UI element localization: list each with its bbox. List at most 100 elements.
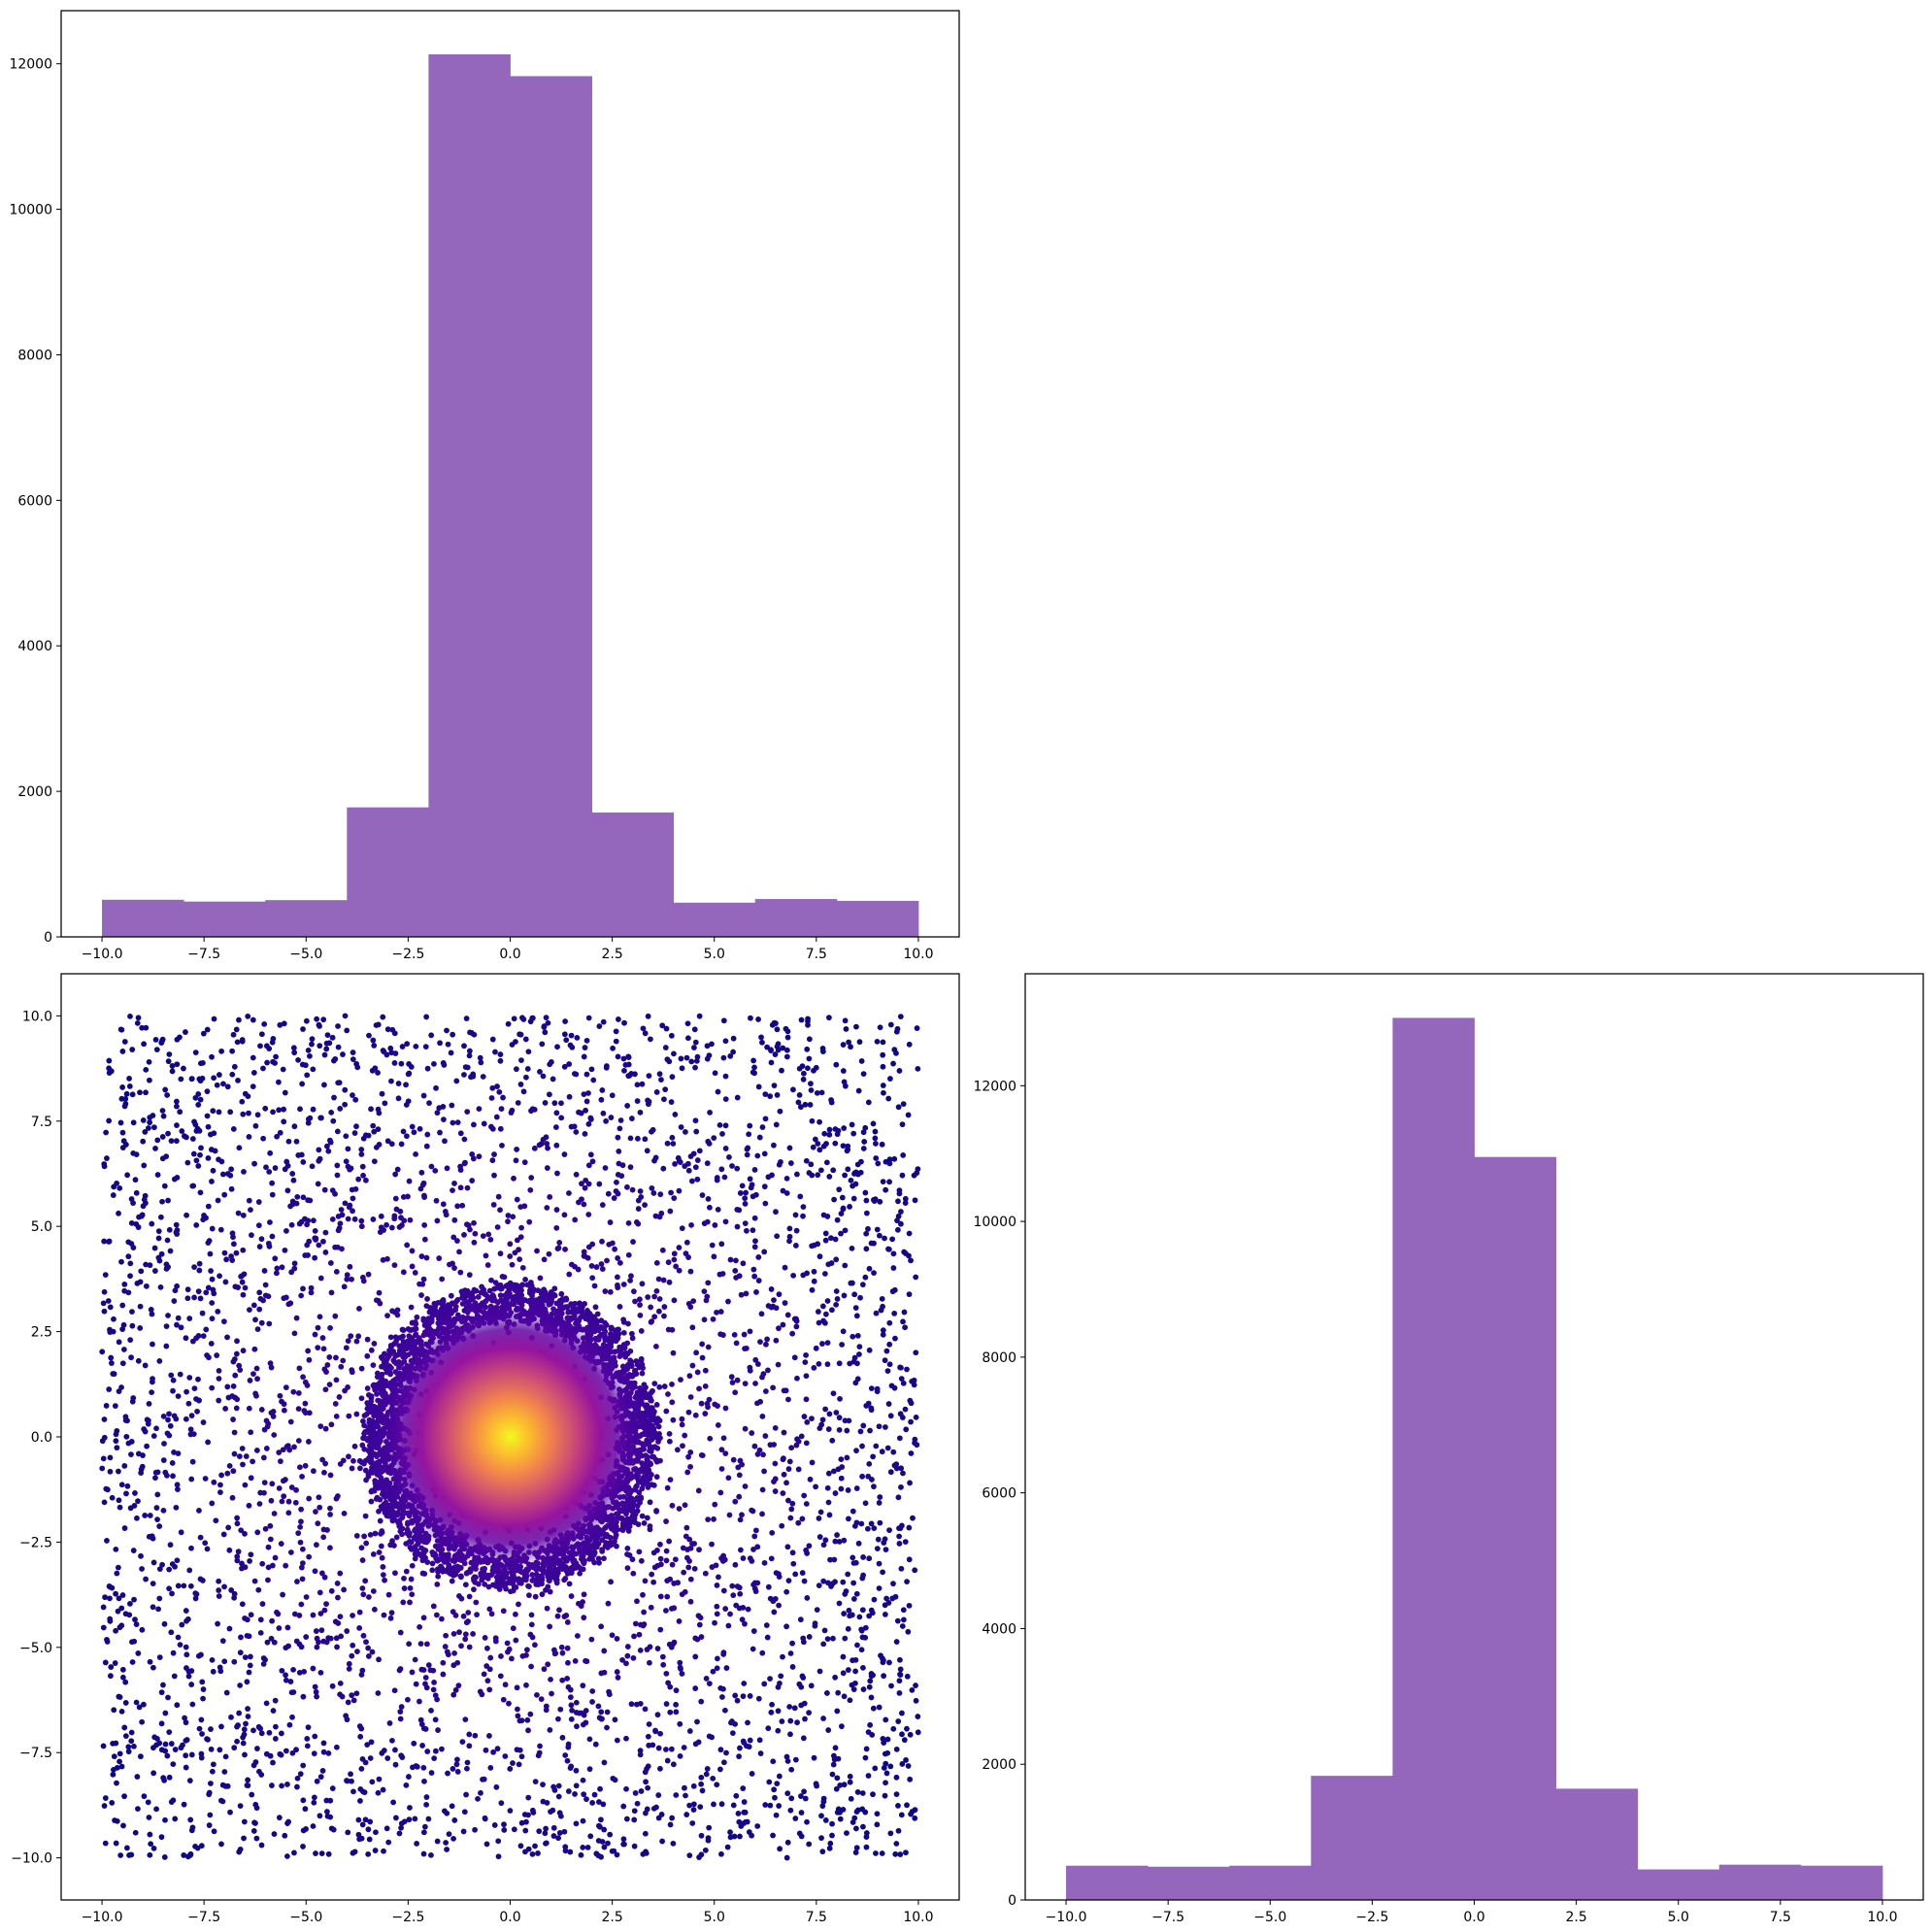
scatter-point bbox=[171, 1449, 177, 1455]
scatter-point bbox=[787, 1650, 794, 1656]
scatter-point bbox=[173, 1221, 180, 1228]
scatter-point bbox=[359, 1821, 366, 1828]
scatter-point bbox=[895, 1494, 902, 1501]
scatter-point bbox=[605, 1600, 612, 1607]
scatter-point bbox=[180, 1742, 185, 1749]
scatter-point bbox=[699, 1452, 706, 1459]
scatter-point bbox=[425, 1815, 432, 1822]
scatter-point bbox=[838, 1230, 844, 1237]
scatter-point bbox=[565, 1741, 572, 1748]
scatter-point bbox=[119, 1129, 126, 1136]
scatter-point bbox=[514, 1237, 520, 1244]
histogram-x-bar bbox=[265, 900, 348, 937]
scatter-point bbox=[607, 1831, 614, 1838]
scatter-point bbox=[146, 1401, 152, 1407]
scatter-point bbox=[588, 1263, 595, 1269]
scatter-point bbox=[385, 1591, 392, 1598]
scatter-point bbox=[568, 1763, 575, 1770]
scatter-point bbox=[793, 1323, 800, 1330]
scatter-point bbox=[317, 1774, 324, 1781]
scatter-point bbox=[316, 1494, 322, 1501]
scatter-point bbox=[598, 1096, 605, 1103]
scatter-point bbox=[737, 1457, 744, 1464]
scatter-point bbox=[511, 1826, 517, 1833]
scatter-point bbox=[209, 1768, 216, 1775]
scatter-point bbox=[806, 1036, 813, 1043]
scatter-point bbox=[539, 1041, 546, 1048]
scatter-point bbox=[177, 1109, 183, 1116]
scatter-point bbox=[271, 1831, 278, 1837]
scatter-point bbox=[670, 1349, 677, 1356]
scatter-point bbox=[240, 1461, 246, 1468]
scatter-point bbox=[789, 1330, 796, 1337]
scatter-point bbox=[242, 1751, 248, 1758]
scatter-point bbox=[875, 1536, 882, 1543]
scatter-point bbox=[158, 1250, 165, 1257]
scatter-point bbox=[332, 1313, 339, 1319]
scatter-point bbox=[687, 1598, 694, 1605]
scatter-point bbox=[790, 1560, 797, 1567]
scatter-point bbox=[401, 1585, 408, 1591]
scatter-point bbox=[392, 1050, 399, 1056]
scatter-point bbox=[170, 1761, 177, 1767]
scatter-point bbox=[336, 1394, 343, 1400]
scatter-point bbox=[706, 1681, 713, 1687]
scatter-point bbox=[284, 1820, 290, 1826]
scatter-point bbox=[235, 1549, 242, 1555]
scatter-point bbox=[409, 1248, 416, 1254]
scatter-point bbox=[251, 1160, 257, 1167]
scatter-point bbox=[698, 1781, 705, 1787]
scatter-point bbox=[816, 1147, 823, 1153]
scatter-point bbox=[238, 1634, 244, 1641]
scatter-point bbox=[239, 1601, 246, 1608]
scatter-point bbox=[163, 1323, 170, 1329]
scatter-point bbox=[782, 1300, 788, 1306]
scatter-point bbox=[411, 1129, 417, 1136]
scatter-point bbox=[188, 1827, 195, 1834]
scatter-point bbox=[420, 1829, 427, 1836]
scatter-point bbox=[234, 1738, 240, 1745]
scatter-point bbox=[580, 1721, 586, 1728]
scatter-point bbox=[806, 1055, 813, 1062]
scatter-point bbox=[450, 1119, 456, 1126]
scatter-point bbox=[424, 1065, 431, 1072]
scatter-point bbox=[771, 1297, 777, 1304]
scatter-point bbox=[193, 1221, 200, 1228]
scatter-point bbox=[733, 1340, 740, 1347]
scatter-point bbox=[388, 1610, 395, 1616]
scatter-point bbox=[911, 1382, 917, 1388]
scatter-point bbox=[245, 1013, 251, 1019]
scatter-point bbox=[353, 1338, 360, 1345]
scatter-point bbox=[791, 1354, 798, 1361]
scatter-point bbox=[291, 1123, 298, 1130]
scatter-point bbox=[384, 1313, 390, 1319]
scatter-point bbox=[698, 1851, 705, 1858]
scatter-point bbox=[528, 1621, 535, 1628]
scatter-point bbox=[305, 1047, 312, 1053]
scatter-point bbox=[462, 1716, 469, 1723]
scatter-point bbox=[740, 1820, 747, 1827]
scatter-point bbox=[332, 1401, 339, 1407]
scatter-point bbox=[284, 1443, 291, 1449]
scatter-point bbox=[102, 1795, 109, 1801]
scatter-point bbox=[545, 1145, 550, 1151]
scatter-point bbox=[624, 1551, 630, 1557]
scatter-point bbox=[779, 1067, 784, 1074]
scatter-point bbox=[673, 1701, 680, 1708]
scatter-point bbox=[132, 1177, 139, 1183]
histogram-x-frame bbox=[60, 10, 960, 938]
scatter-point bbox=[272, 1736, 279, 1742]
scatter-point bbox=[842, 1262, 849, 1269]
scatter-point bbox=[371, 1158, 378, 1165]
scatter-point bbox=[107, 1329, 114, 1335]
scatter-point bbox=[334, 1644, 340, 1650]
scatter-point bbox=[716, 1121, 723, 1128]
scatter-point bbox=[690, 1801, 697, 1808]
scatter-point bbox=[183, 1416, 189, 1422]
scatter-point bbox=[229, 1071, 236, 1078]
scatter-point bbox=[664, 1593, 671, 1600]
scatter-point bbox=[371, 1340, 378, 1347]
scatter-point bbox=[890, 1250, 897, 1257]
scatter-point bbox=[307, 1052, 313, 1059]
scatter-point bbox=[732, 1498, 739, 1505]
